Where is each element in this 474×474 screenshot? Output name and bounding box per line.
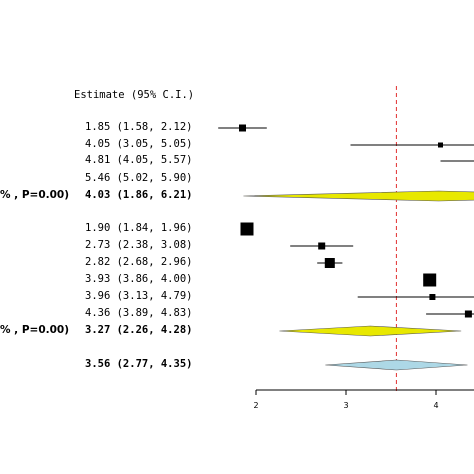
study-estimate-label: 4.81 (4.05, 5.57) <box>85 154 193 166</box>
study-estimate-label: 3.93 (3.86, 4.00) <box>85 273 193 285</box>
heterogeneity-label: % , P=0.00) <box>0 189 70 201</box>
study-estimate-label: 2.82 (2.68, 2.96) <box>85 256 193 268</box>
x-tick-label: 3 <box>343 401 348 410</box>
study-estimate-label: 1.85 (1.58, 2.12) <box>85 121 193 133</box>
point-estimate <box>423 273 437 287</box>
study-estimate-label: 3.96 (3.13, 4.79) <box>85 290 193 302</box>
study-estimate-label: 2.73 (2.38, 3.08) <box>85 239 193 251</box>
point-estimate <box>429 294 436 300</box>
x-tick-label: 4 <box>433 401 438 410</box>
point-estimate <box>240 222 254 236</box>
point-estimate <box>318 242 326 250</box>
point-estimate <box>438 142 443 148</box>
study-estimate-label: 4.36 (3.89, 4.83) <box>85 307 193 319</box>
estimate-header: Estimate (95% C.I.) <box>74 89 195 101</box>
subgroup-diamond <box>243 190 474 202</box>
x-tick-label: 2 <box>253 401 258 410</box>
study-estimate-label: 4.05 (3.05, 5.05) <box>85 138 193 150</box>
heterogeneity-label: % , P=0.00) <box>0 324 70 336</box>
overall-estimate-label: 3.56 (2.77, 4.35) <box>85 358 193 370</box>
subgroup-estimate-label: 3.27 (2.26, 4.28) <box>85 324 193 336</box>
study-estimate-label: 5.46 (5.02, 5.90) <box>85 172 193 184</box>
point-estimate <box>324 258 335 268</box>
point-estimate <box>464 310 472 318</box>
overall-diamond <box>325 359 468 371</box>
subgroup-estimate-label: 4.03 (1.86, 6.21) <box>85 189 193 201</box>
subgroup-diamond <box>279 325 462 337</box>
point-estimate <box>239 124 246 132</box>
study-estimate-label: 1.90 (1.84, 1.96) <box>85 222 193 234</box>
